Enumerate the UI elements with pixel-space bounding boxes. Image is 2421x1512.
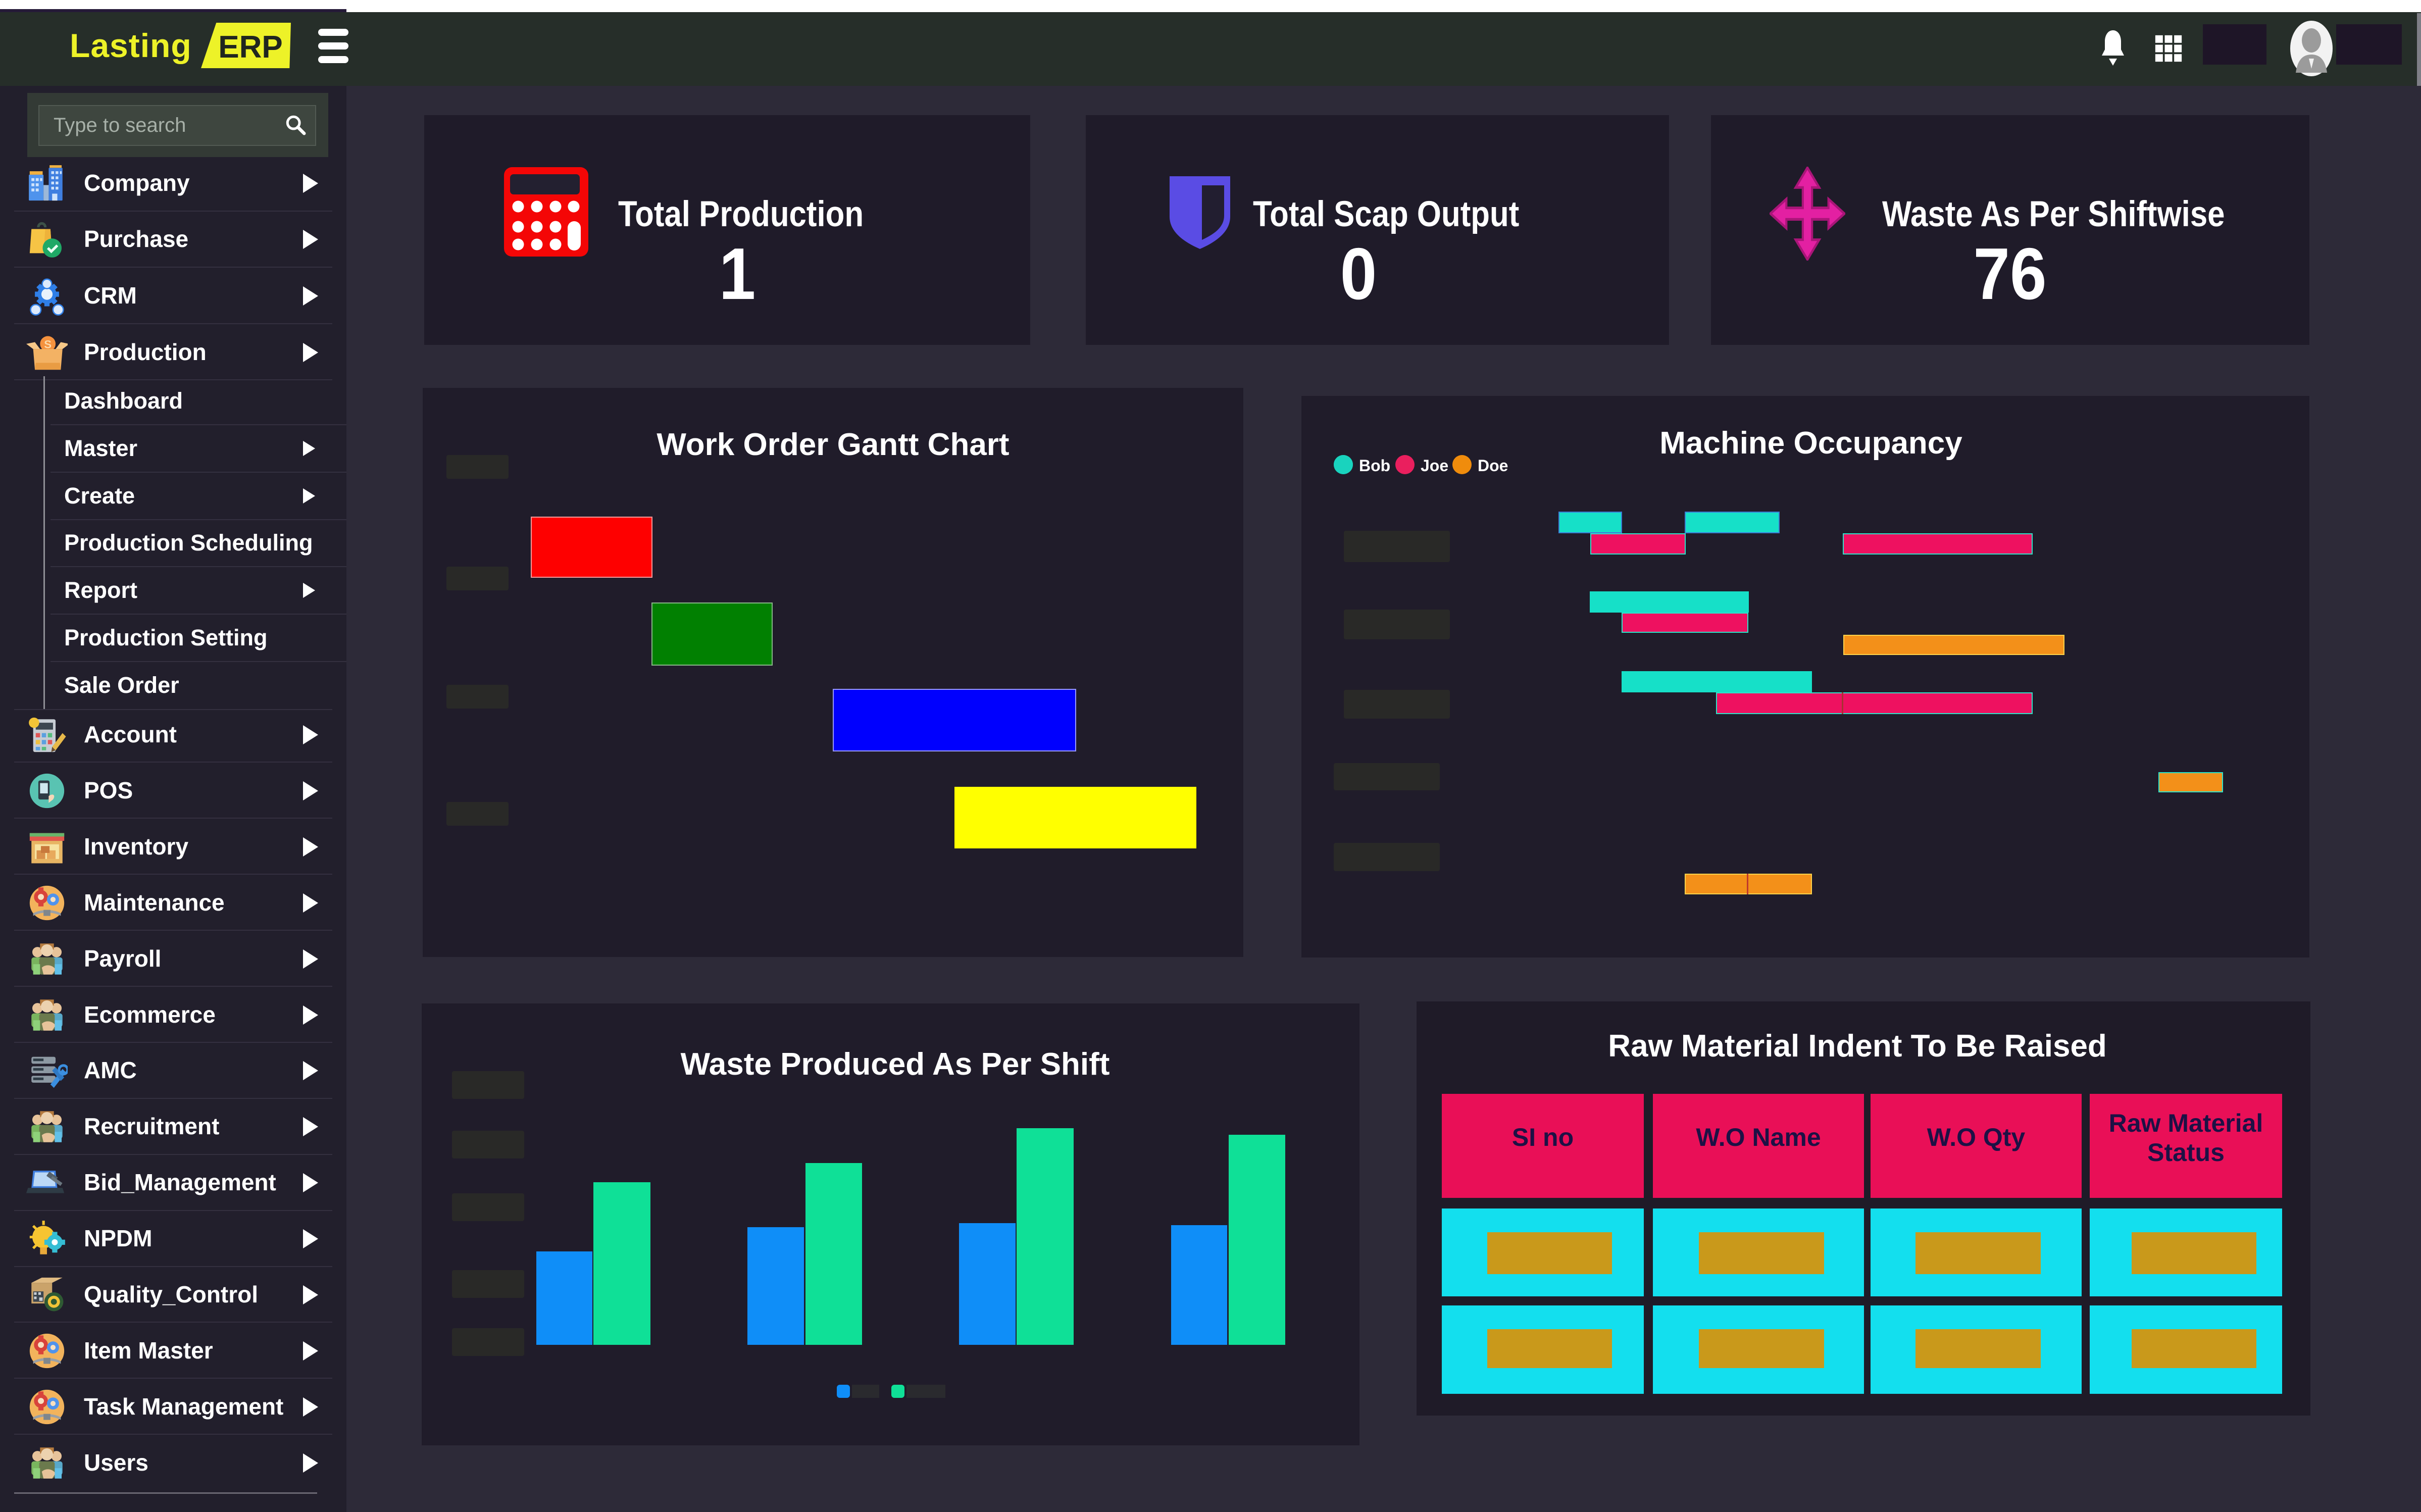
svg-text:S: S [44,338,52,350]
